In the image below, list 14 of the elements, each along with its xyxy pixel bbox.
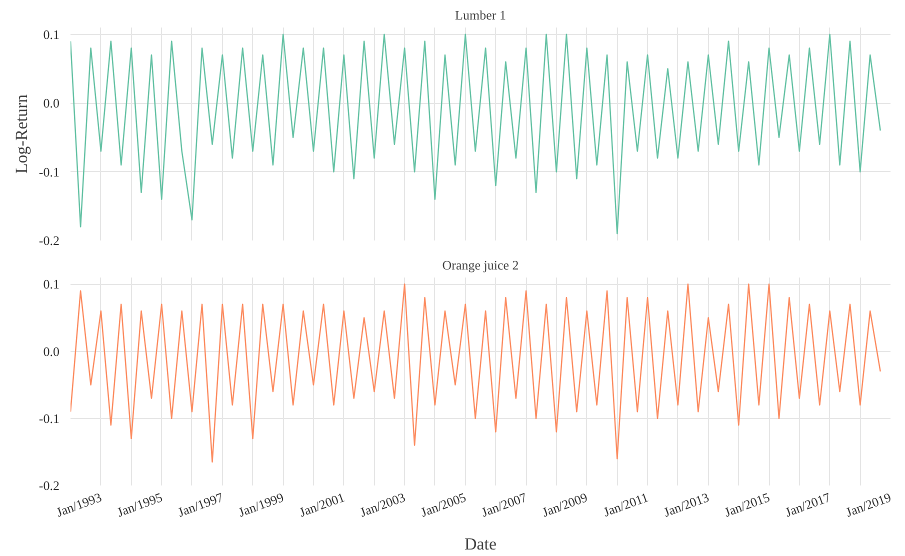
y-tick-label: -0.1 bbox=[38, 410, 60, 426]
y-tick-label: 0.1 bbox=[43, 26, 60, 42]
chart-title: Lumber 1 bbox=[455, 8, 506, 22]
y-tick-label: 0.0 bbox=[43, 96, 60, 111]
chart-title: Orange juice 2 bbox=[442, 258, 519, 272]
y-tick-label: -0.2 bbox=[38, 233, 60, 248]
y-tick-label: -0.2 bbox=[38, 478, 60, 493]
y-tick-label: 0.1 bbox=[43, 276, 60, 292]
x-axis-title: Date bbox=[464, 534, 497, 554]
y-axis-title: Log-Return bbox=[12, 94, 31, 174]
y-tick-label: -0.1 bbox=[38, 164, 60, 180]
line-series bbox=[70, 284, 882, 463]
y-tick-label: 0.0 bbox=[43, 344, 60, 359]
line-series bbox=[70, 34, 882, 234]
